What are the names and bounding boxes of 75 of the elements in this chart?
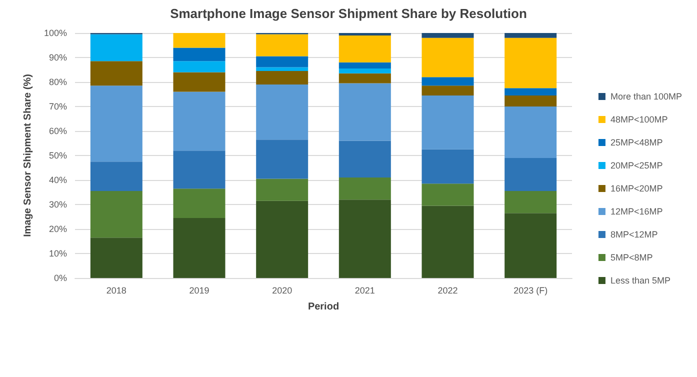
bar <box>504 158 557 192</box>
bar <box>422 206 474 278</box>
bar <box>90 162 142 192</box>
bar <box>256 140 308 179</box>
legend-label: Less than 5MP <box>610 276 671 286</box>
bar <box>173 61 226 72</box>
y-tick-label: 40% <box>48 175 67 185</box>
legend-label: 8MP<12MP <box>610 230 658 240</box>
bar <box>338 35 391 62</box>
bar <box>504 88 557 96</box>
bar <box>504 33 557 38</box>
bar <box>90 34 142 62</box>
bar <box>422 77 474 86</box>
x-axis-title: Period <box>308 302 340 312</box>
y-axis-title: Image Sensor Shipment Share (%) <box>22 74 34 237</box>
y-tick-label: 70% <box>48 102 67 112</box>
bar <box>256 200 308 278</box>
bar <box>90 191 142 238</box>
y-tick-label: 90% <box>48 52 67 62</box>
y-tick-label: 0% <box>54 273 67 283</box>
bar <box>338 68 391 74</box>
bar <box>90 86 142 162</box>
bar <box>256 84 308 140</box>
bar <box>504 106 557 158</box>
bar <box>504 191 557 214</box>
bar <box>90 238 142 278</box>
bar <box>173 92 226 151</box>
bar <box>256 178 308 201</box>
x-tick-label: 2020 <box>272 286 292 296</box>
bar <box>422 33 474 38</box>
x-tick-label: 2019 <box>189 286 210 296</box>
legend-label: 12MP<16MP <box>610 206 663 216</box>
chart-title: Smartphone Image Sensor Shipment Share by Resolution <box>170 6 527 21</box>
bar <box>504 95 557 106</box>
bar <box>504 38 557 88</box>
bar <box>256 34 308 56</box>
bar <box>422 38 474 78</box>
legend-label: 5MP<8MP <box>610 252 653 262</box>
bar <box>504 213 557 278</box>
x-tick-label: 2022 <box>438 286 458 296</box>
bar <box>338 73 391 84</box>
bar <box>338 200 391 278</box>
bar <box>338 178 391 200</box>
bar <box>173 72 226 92</box>
y-tick-label: 50% <box>48 150 67 160</box>
y-tick-label: 30% <box>48 200 67 210</box>
bar <box>422 149 474 184</box>
legend-label: 16MP<20MP <box>610 184 663 194</box>
bar <box>422 95 474 150</box>
bar <box>338 140 391 178</box>
legend-label: 20MP<25MP <box>610 160 663 170</box>
x-tick-label: 2023 (F) <box>514 286 548 296</box>
x-tick-label: 2021 <box>354 286 375 296</box>
y-tick-label: 100% <box>44 28 67 38</box>
y-tick-label: 80% <box>48 77 67 87</box>
bar <box>173 33 226 48</box>
legend-label: More than 100MP <box>610 92 682 102</box>
bar <box>338 62 391 69</box>
bar <box>256 67 308 71</box>
x-tick-label: 2018 <box>106 286 126 296</box>
y-tick-label: 10% <box>48 248 67 258</box>
y-tick-label: 20% <box>48 224 67 234</box>
bar <box>90 61 142 86</box>
bar <box>422 184 474 206</box>
legend-label: 48MP<100MP <box>610 114 668 124</box>
bar <box>422 86 474 96</box>
bar <box>338 83 391 141</box>
bar <box>256 70 308 84</box>
y-tick-label: 60% <box>48 126 67 136</box>
bar <box>173 218 226 278</box>
legend-label: 25MP<48MP <box>610 138 663 148</box>
bar <box>173 150 226 189</box>
bar <box>256 56 308 68</box>
bar <box>173 188 226 218</box>
bar <box>173 48 226 62</box>
